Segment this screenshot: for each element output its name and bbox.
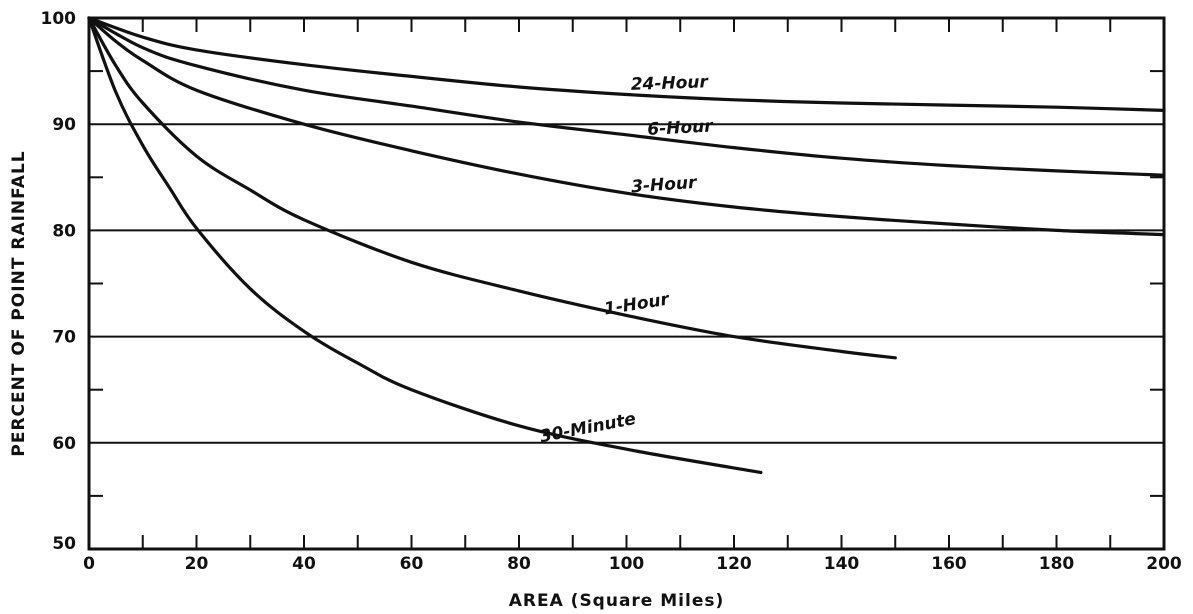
series-label-3-hour: 3-Hour [631,173,699,198]
y-tick-label: 50 [52,534,76,554]
plot-frame [87,16,1166,551]
x-tick-label: 0 [83,554,95,574]
x-axis-title: AREA (Square Miles) [509,591,725,611]
x-tick-labels: 0 20 40 60 80 100 120 140 160 180 200 [83,554,1182,574]
x-tick-label: 120 [716,554,752,574]
series-line-1-hour [87,16,897,360]
x-tick-label: 80 [507,554,531,574]
tick-marks [89,18,1164,549]
series-line-30-minute [87,16,763,475]
x-tick-label: 20 [185,554,209,574]
x-tick-label: 160 [931,554,967,574]
grid-lines [89,123,1164,444]
series-line-3-hour [87,16,1166,237]
x-tick-label: 180 [1039,554,1075,574]
series-line-6-hour [87,16,1166,177]
x-tick-label: 200 [1146,554,1182,574]
series-label-1-hour: 1-Hour [603,289,672,319]
y-tick-label: 100 [41,9,77,29]
x-tick-label: 100 [609,554,645,574]
y-tick-label: 80 [52,221,76,241]
y-tick-label: 60 [52,434,76,454]
y-tick-label: 70 [52,328,76,348]
series-line-24-hour [87,16,1166,112]
y-tick-label: 90 [52,115,76,135]
y-axis-title: PERCENT OF POINT RAINFALL [9,150,29,456]
y-tick-labels: 50 60 70 80 90 100 [41,9,77,554]
x-tick-label: 60 [400,554,424,574]
series-label-6-hour: 6-Hour [647,116,715,139]
x-tick-label: 40 [292,554,316,574]
series-curves [87,16,1166,475]
series-label-24-hour: 24-Hour [630,72,709,95]
x-tick-label: 140 [824,554,860,574]
